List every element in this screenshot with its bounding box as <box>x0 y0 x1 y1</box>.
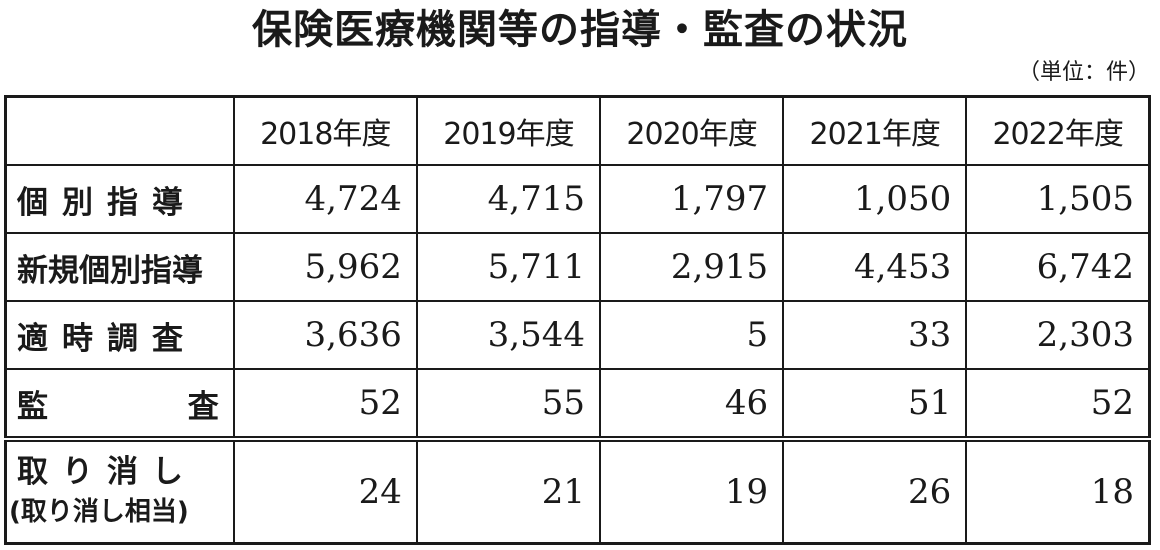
row-label: 取り消し (取り消し相当) <box>4 438 235 545</box>
table-cell: 51 <box>782 368 968 442</box>
table-cell: 5,711 <box>415 232 602 302</box>
data-table: 2018年度 2019年度 2020年度 2021年度 2022年度 個別指導 … <box>4 95 1151 545</box>
header-cell-year: 2018年度 <box>232 95 418 166</box>
row-label-part: 監 <box>17 388 48 425</box>
table-cell: 4,715 <box>415 164 602 234</box>
row-label-main: 取り消し <box>17 454 197 490</box>
table-cell: 46 <box>598 368 785 442</box>
table-cell: 18 <box>965 438 1151 545</box>
table-cell: 52 <box>232 368 418 442</box>
page-title: 保険医療機関等の指導・監査の状況 <box>252 7 908 53</box>
row-label: 適時調査 <box>4 300 235 370</box>
table-cell: 6,742 <box>965 232 1151 302</box>
table-cell: 1,797 <box>598 164 785 234</box>
table-header-row: 2018年度 2019年度 2020年度 2021年度 2022年度 <box>4 95 1151 166</box>
table-cell: 3,544 <box>415 300 602 370</box>
header-cell-year: 2019年度 <box>415 95 602 166</box>
table-row: 個別指導 4,724 4,715 1,797 1,050 1,505 <box>4 164 1151 234</box>
table-row: 取り消し (取り消し相当) 24 21 19 26 18 <box>4 438 1151 545</box>
table-cell: 5,962 <box>232 232 418 302</box>
row-label: 監 査 <box>4 368 235 442</box>
table-cell: 3,636 <box>232 300 418 370</box>
table-row: 監 査 52 55 46 51 52 <box>4 368 1151 442</box>
row-label-sub: (取り消し相当) <box>9 497 189 527</box>
table-cell: 2,303 <box>965 300 1151 370</box>
table-cell: 55 <box>415 368 602 442</box>
row-label: 新規個別指導 <box>4 232 235 302</box>
header-cell-year: 2021年度 <box>782 95 968 166</box>
table-cell: 19 <box>598 438 785 545</box>
row-label-part: 査 <box>187 388 219 425</box>
table-cell: 2,915 <box>598 232 785 302</box>
header-cell-year: 2020年度 <box>598 95 785 166</box>
table-cell: 5 <box>598 300 785 370</box>
table-cell: 33 <box>782 300 968 370</box>
table-cell: 4,724 <box>232 164 418 234</box>
table-row: 適時調査 3,636 3,544 5 33 2,303 <box>4 300 1151 370</box>
header-cell-corner <box>4 95 235 166</box>
table-cell: 1,505 <box>965 164 1151 234</box>
row-label: 個別指導 <box>4 164 235 234</box>
unit-note: （単位：件） <box>1017 60 1150 85</box>
table-cell: 52 <box>965 368 1151 442</box>
table-cell: 4,453 <box>782 232 968 302</box>
table-cell: 1,050 <box>782 164 968 234</box>
table-cell: 26 <box>782 438 968 545</box>
header-cell-year: 2022年度 <box>965 95 1151 166</box>
table-cell: 21 <box>415 438 602 545</box>
table-cell: 24 <box>232 438 418 545</box>
table-row: 新規個別指導 5,962 5,711 2,915 4,453 6,742 <box>4 232 1151 302</box>
